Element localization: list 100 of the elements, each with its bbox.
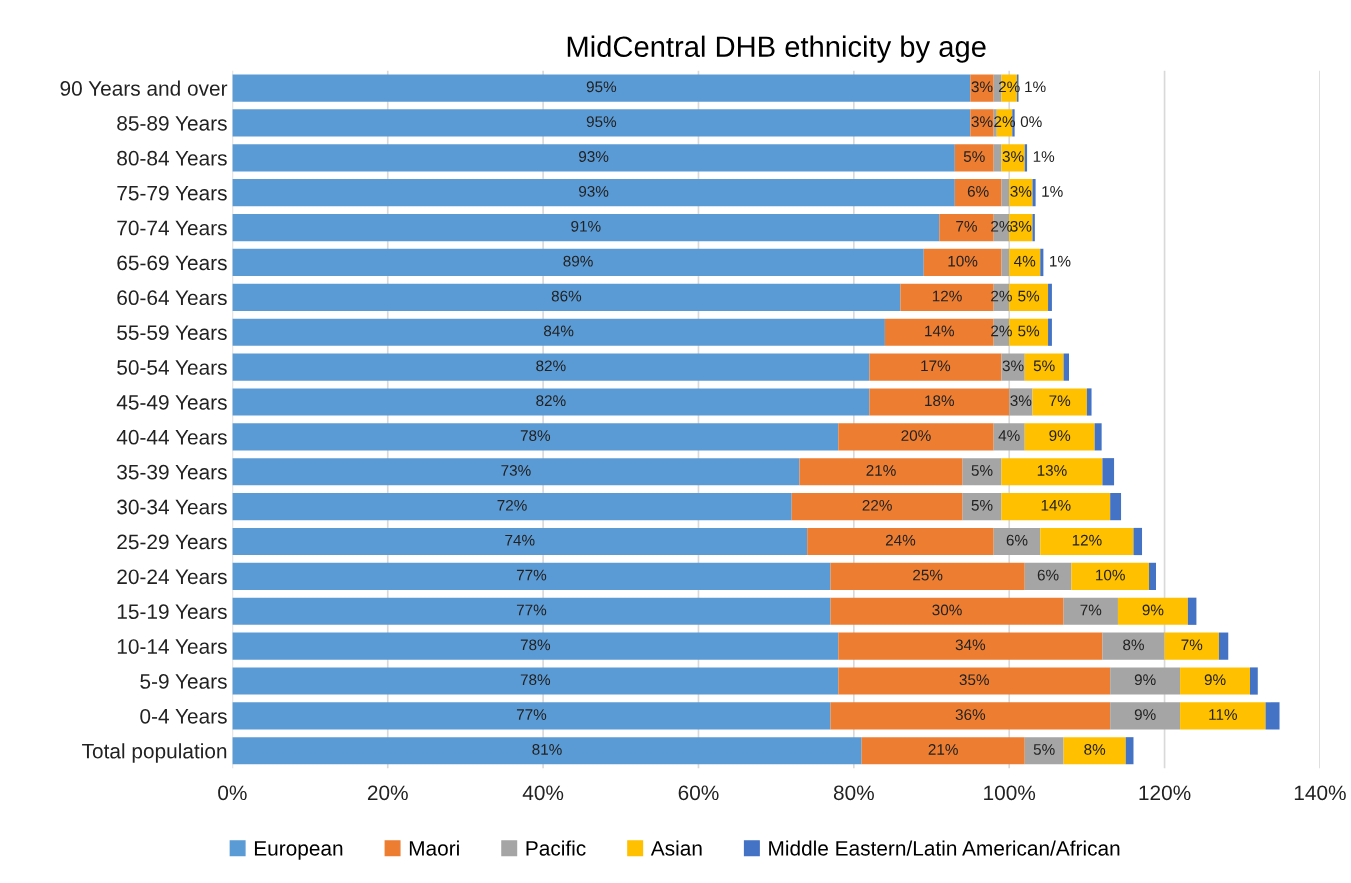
data-label: 9% bbox=[1142, 604, 1164, 616]
bar bbox=[838, 423, 994, 451]
bar bbox=[1086, 388, 1092, 416]
bar bbox=[1180, 667, 1251, 695]
data-label: 78% bbox=[520, 639, 551, 651]
bar bbox=[1009, 388, 1033, 416]
bar bbox=[1187, 597, 1197, 625]
data-label: 34% bbox=[955, 639, 986, 651]
data-label: 10% bbox=[1096, 569, 1125, 581]
bar bbox=[1040, 248, 1044, 277]
legend-label: Maori bbox=[409, 840, 459, 856]
data-label: 82% bbox=[536, 395, 566, 407]
x-tick-label: 80% bbox=[833, 785, 874, 801]
bar bbox=[232, 667, 839, 695]
bar bbox=[807, 527, 994, 556]
bar bbox=[232, 283, 901, 311]
data-label: 30% bbox=[932, 604, 962, 616]
data-label: 3% bbox=[971, 116, 993, 128]
bar bbox=[232, 248, 924, 277]
y-tick-label: 30-34 Years bbox=[117, 499, 227, 515]
y-tick-label: 40-44 Years bbox=[116, 429, 227, 445]
data-label: 5% bbox=[1033, 360, 1055, 372]
bar bbox=[1063, 353, 1070, 381]
x-tick-label: 140% bbox=[1294, 785, 1346, 801]
bar bbox=[1040, 527, 1134, 556]
data-label: 25% bbox=[913, 569, 943, 581]
data-label: 73% bbox=[501, 465, 531, 476]
data-label: 78% bbox=[520, 430, 551, 441]
bar bbox=[799, 458, 963, 486]
y-tick-label: 25-29 Years bbox=[117, 534, 227, 550]
data-label: 82% bbox=[536, 360, 566, 372]
bar bbox=[232, 109, 971, 137]
bar bbox=[232, 74, 971, 102]
data-label: 5% bbox=[963, 151, 985, 162]
data-label: 12% bbox=[1072, 534, 1102, 546]
x-tick-label: 100% bbox=[984, 785, 1036, 801]
data-label: 84% bbox=[544, 325, 574, 337]
bar bbox=[1164, 632, 1219, 660]
data-label: 3% bbox=[1010, 220, 1032, 232]
data-label: 14% bbox=[925, 325, 955, 337]
x-tick-label: 120% bbox=[1139, 785, 1191, 801]
bar bbox=[830, 562, 1025, 590]
bar bbox=[1110, 667, 1181, 695]
bar bbox=[232, 144, 955, 172]
bar bbox=[1001, 353, 1025, 381]
data-label: 72% bbox=[497, 499, 527, 511]
bar bbox=[1001, 248, 1010, 277]
legend-label: Middle Eastern/Latin American/African bbox=[769, 840, 1120, 856]
y-tick-label: 60-64 Years bbox=[117, 290, 227, 306]
y-tick-label: 50-54 Years bbox=[117, 360, 227, 375]
bar bbox=[993, 144, 1002, 172]
data-label: 13% bbox=[1037, 465, 1067, 476]
data-label: 7% bbox=[1181, 639, 1203, 651]
bar bbox=[1032, 388, 1087, 416]
chart-title: MidCentral DHB ethnicity by age bbox=[567, 35, 986, 63]
data-label: 6% bbox=[1006, 534, 1028, 546]
bar bbox=[861, 737, 1025, 765]
data-label: 77% bbox=[516, 604, 547, 616]
y-tick-label: 80-84 Years bbox=[117, 150, 227, 166]
bar bbox=[1001, 458, 1103, 486]
data-label: 12% bbox=[932, 290, 962, 302]
y-tick-label: 10-14 Years bbox=[117, 639, 227, 654]
bar bbox=[232, 353, 870, 381]
bar bbox=[1265, 702, 1280, 730]
data-label: 24% bbox=[885, 534, 916, 546]
bar bbox=[232, 423, 839, 451]
bar bbox=[1048, 318, 1052, 346]
data-label: 93% bbox=[579, 151, 609, 162]
bar bbox=[791, 493, 963, 521]
data-label: 81% bbox=[532, 744, 562, 755]
data-label: 3% bbox=[1010, 186, 1032, 197]
data-label: 0% bbox=[1020, 116, 1042, 128]
data-label: 3% bbox=[1002, 151, 1024, 162]
bar bbox=[232, 597, 831, 625]
bar bbox=[954, 179, 1002, 207]
data-label: 7% bbox=[1049, 395, 1071, 407]
data-label: 9% bbox=[1204, 674, 1226, 686]
bar bbox=[232, 562, 831, 590]
data-label: 3% bbox=[1010, 395, 1032, 407]
bar bbox=[1071, 562, 1150, 590]
bar bbox=[954, 144, 994, 172]
data-label: 10% bbox=[948, 255, 978, 267]
data-label: 74% bbox=[505, 534, 535, 546]
y-tick-label: 0-4 Years bbox=[140, 708, 227, 724]
bar bbox=[830, 702, 1111, 730]
bar bbox=[232, 213, 940, 242]
bar bbox=[1001, 493, 1111, 521]
bar bbox=[1024, 562, 1072, 590]
bar bbox=[1009, 179, 1033, 207]
data-label: 5% bbox=[1018, 290, 1040, 302]
y-tick-label: 85-89 Years bbox=[117, 115, 227, 131]
bar bbox=[1133, 527, 1143, 556]
data-label: 22% bbox=[862, 499, 892, 511]
bar bbox=[1218, 632, 1229, 660]
y-tick-label: 70-74 Years bbox=[117, 220, 227, 236]
data-label: 7% bbox=[956, 220, 977, 232]
data-label: 20% bbox=[901, 430, 931, 441]
data-label: 21% bbox=[928, 744, 958, 755]
data-label: 3% bbox=[1002, 360, 1024, 372]
data-label: 93% bbox=[579, 186, 609, 197]
